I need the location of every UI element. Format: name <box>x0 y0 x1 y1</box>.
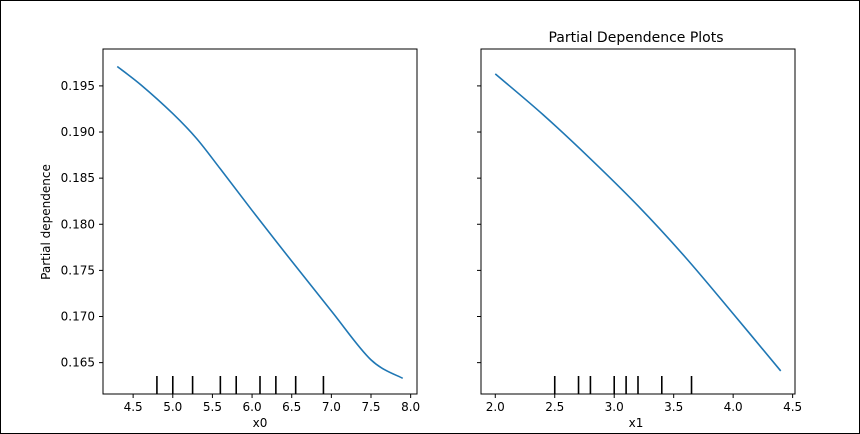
left-y-tick-label: 0.165 <box>61 356 95 370</box>
left-x-axis-label: x0 <box>253 416 268 430</box>
right-x-tick-label: 4.0 <box>724 400 743 414</box>
left-x-tick-label: 8.0 <box>401 400 420 414</box>
right-x-axis-label: x1 <box>629 416 644 430</box>
right-chart-title: Partial Dependence Plots <box>548 30 723 46</box>
left-x-tick-label: 6.5 <box>282 400 301 414</box>
right-x-tick-label: 4.5 <box>783 400 802 414</box>
left-x-tick-label: 7.0 <box>322 400 341 414</box>
right-x-tick-label: 3.5 <box>664 400 683 414</box>
left-y-tick-label: 0.195 <box>61 79 95 93</box>
left-y-tick-label: 0.180 <box>61 217 95 231</box>
left-y-tick-label: 0.185 <box>61 171 95 185</box>
left-x-tick-label: 6.0 <box>243 400 262 414</box>
left-y-tick-label: 0.190 <box>61 125 95 139</box>
right-chart: Partial Dependence Plots x1 2.0 2.5 3.0 3.5… <box>477 30 802 430</box>
left-y-tick-label: 0.170 <box>61 310 95 324</box>
right-partial-dependence-line <box>494 73 782 372</box>
left-y-axis-label: Partial dependence <box>39 164 53 280</box>
right-x-tick-label: 2.5 <box>545 400 564 414</box>
left-x-tick-label: 5.5 <box>203 400 222 414</box>
left-x-tick-label: 7.5 <box>361 400 380 414</box>
left-chart: Partial dependence x0 4.5 5.0 5.5 6.0 6.5 7.0… <box>39 48 420 430</box>
left-partial-dependence-line <box>116 65 404 380</box>
left-y-tick-label: 0.175 <box>61 263 95 277</box>
left-x-tick-label: 4.5 <box>124 400 143 414</box>
right-x-tick-label: 3.0 <box>605 400 624 414</box>
left-x-tick-label: 5.0 <box>163 400 182 414</box>
right-x-tick-label: 2.0 <box>486 400 505 414</box>
